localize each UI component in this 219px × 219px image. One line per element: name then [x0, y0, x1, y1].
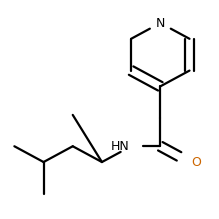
Text: HN: HN — [111, 140, 129, 153]
Text: N: N — [156, 16, 165, 30]
Text: O: O — [191, 155, 201, 169]
